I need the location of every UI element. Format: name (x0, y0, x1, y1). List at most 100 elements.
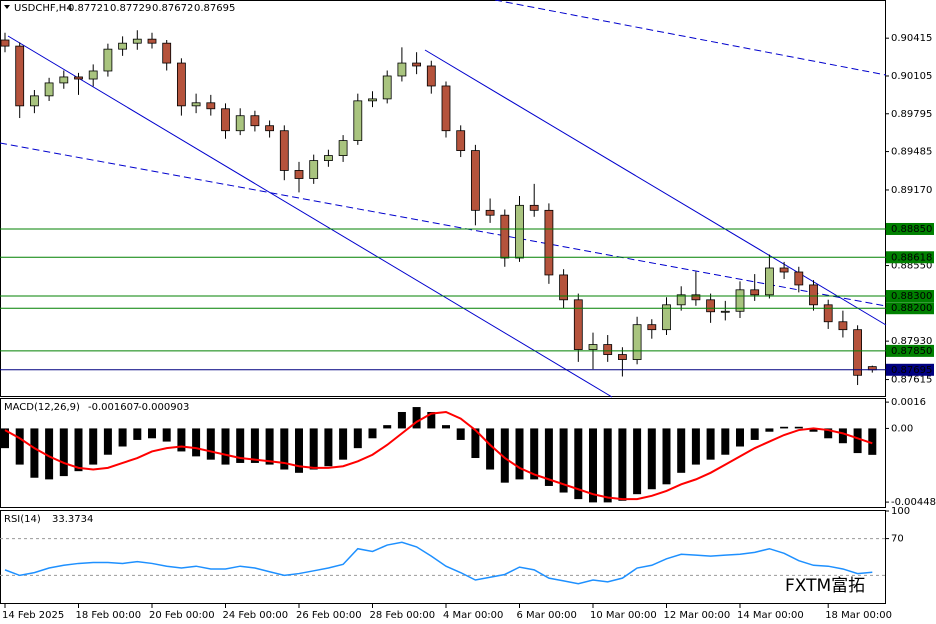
menu-arrow (4, 5, 10, 9)
candle-body (676, 294, 686, 306)
candle-body (765, 267, 774, 296)
macd-bar (236, 428, 245, 463)
x-tick-label: 14 Mar 00:00 (737, 610, 804, 621)
level-label: 0.88200 (891, 303, 932, 314)
macd-bar (809, 428, 818, 432)
macd-bar (383, 425, 392, 429)
candle-body (794, 271, 804, 286)
level-label: 0.88850 (891, 224, 932, 235)
price-panel (0, 0, 886, 397)
y-tick-label: 0.0016 (891, 397, 926, 408)
close-value: 0.87695 (194, 3, 235, 14)
macd-bar (192, 428, 201, 457)
candle-body (368, 98, 377, 102)
candle-body (853, 329, 862, 376)
macd-bar (471, 428, 480, 459)
candle-body (206, 102, 216, 110)
level-label: 0.88618 (891, 252, 932, 263)
candle-body (691, 294, 701, 301)
macd-bar (221, 428, 230, 465)
macd-bar (824, 428, 833, 439)
x-tick-label: 12 Mar 00:00 (664, 610, 731, 621)
macd-bar (456, 428, 465, 440)
candle-body (176, 62, 186, 107)
candle-body (485, 209, 495, 216)
candle-body (456, 130, 466, 151)
macd-bar (30, 428, 39, 478)
trend-line (494, 0, 887, 76)
candle-body (618, 354, 627, 360)
candle-body (750, 289, 760, 296)
candle-body (838, 321, 848, 331)
candle-body (470, 150, 480, 211)
macd-bar (280, 428, 289, 470)
candle-body (647, 324, 657, 331)
rsi-value: 33.3734 (52, 514, 93, 525)
macd-bar (206, 428, 215, 460)
macd-bar (397, 411, 406, 429)
y-tick-label: 0.90415 (891, 33, 932, 44)
macd-bar (691, 428, 700, 465)
macd-bar (427, 411, 436, 429)
macd-bar (662, 428, 671, 485)
macd-bar (148, 428, 156, 439)
candle-body (397, 62, 407, 77)
y-tick-label: 0.88550 (891, 261, 932, 272)
candle-body (147, 38, 157, 44)
x-tick-label: 28 Feb 00:00 (370, 610, 436, 621)
y-tick-label: 100 (891, 506, 910, 517)
macd-bar (250, 428, 259, 463)
x-tick-label: 18 Mar 00:00 (825, 610, 892, 621)
candle-body (588, 344, 598, 350)
price-label: 0.87695 (891, 365, 932, 376)
macd-bar (353, 428, 362, 449)
macd-bar (118, 428, 127, 447)
price-box (886, 363, 934, 376)
candle-body (353, 100, 363, 141)
candle-body (412, 62, 422, 67)
open-value: 0.87721 (68, 3, 109, 14)
y-tick-label: 0.00 (891, 423, 913, 434)
macd-bar (618, 428, 627, 501)
macd-bar (45, 428, 54, 480)
rsi-title: RSI(14) (4, 514, 41, 525)
macd-bar (265, 428, 274, 465)
y-tick-label: 0.89795 (891, 109, 932, 120)
candle-body (779, 267, 789, 273)
trend-line (0, 142, 887, 307)
x-tick-label: 6 Mar 00:00 (517, 610, 577, 621)
candle-body (294, 170, 304, 179)
candle-body (265, 125, 275, 132)
macd-bar (442, 425, 450, 429)
candle-body (735, 289, 745, 312)
candle-body (279, 130, 289, 171)
candle-body (573, 299, 583, 350)
candle-body (632, 324, 642, 360)
macd-bar (162, 428, 171, 442)
y-tick-label: 70 (891, 534, 904, 545)
macd-bar (750, 428, 759, 440)
candle-body (338, 140, 348, 156)
macd-bar (736, 428, 744, 447)
macd-bar (721, 428, 730, 455)
candle-body (544, 209, 554, 276)
macd-bar (295, 428, 303, 473)
candle-body (309, 160, 319, 179)
candle-body (44, 82, 54, 97)
y-tick-label: 0.89485 (891, 147, 932, 158)
candle-body (103, 48, 113, 72)
macd-bar (500, 428, 509, 483)
low-value: 0.87672 (152, 3, 193, 14)
candle-body (706, 299, 715, 313)
y-tick-label: 0.90105 (891, 71, 932, 82)
macd-bar (133, 428, 142, 440)
macd-bar (1, 428, 9, 449)
candle-body (15, 45, 25, 107)
macd-bar (486, 428, 495, 470)
candle-body (515, 204, 524, 259)
macd-bar (177, 428, 186, 452)
candle-body (29, 95, 39, 107)
candle-body (118, 42, 127, 50)
candle-body (500, 214, 510, 259)
